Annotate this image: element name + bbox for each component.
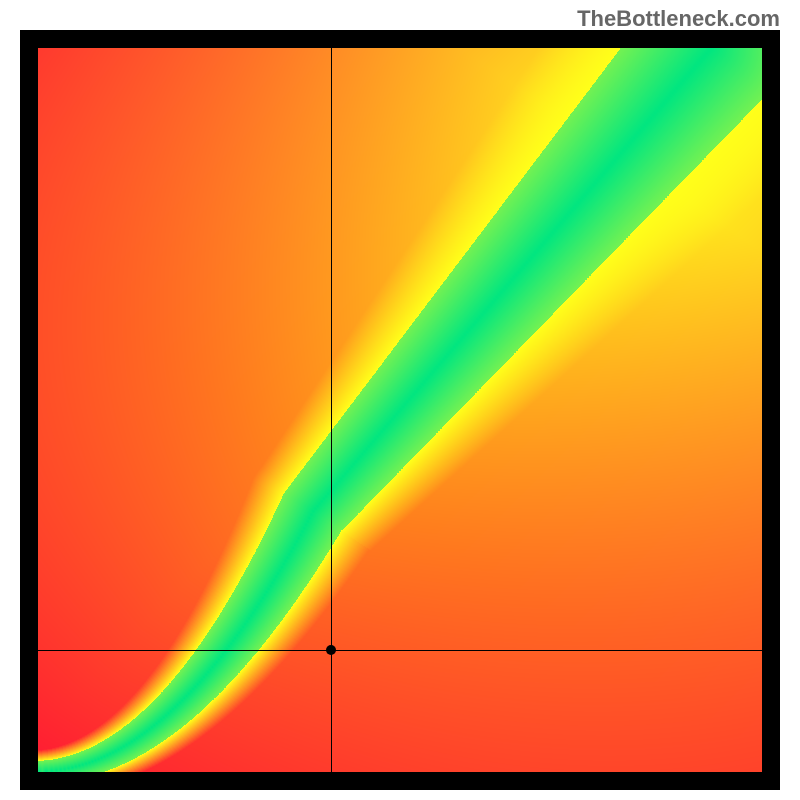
heatmap-canvas bbox=[38, 48, 762, 772]
chart-frame bbox=[20, 30, 780, 790]
chart-container: TheBottleneck.com bbox=[0, 0, 800, 800]
watermark-text: TheBottleneck.com bbox=[577, 6, 780, 32]
